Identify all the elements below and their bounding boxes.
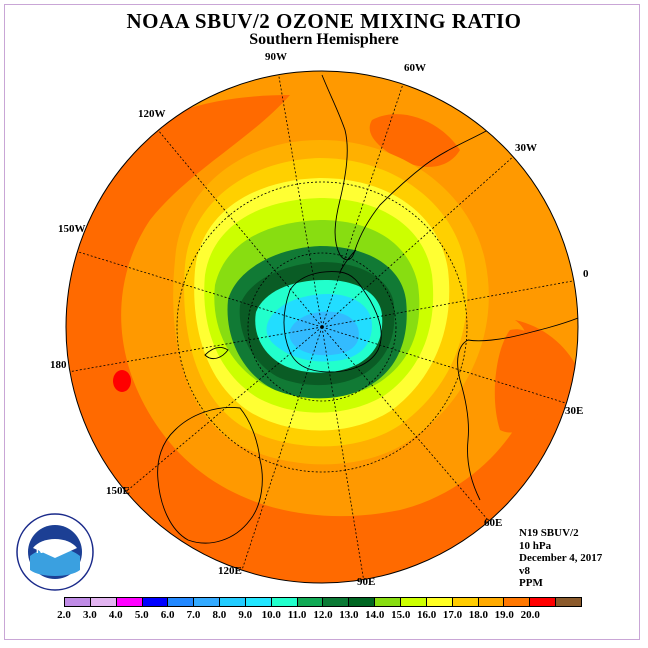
color-scale-tick-label: 6.0 [160,609,175,621]
ozone-field [66,71,578,583]
color-swatch [349,598,376,606]
color-scale-tick-label: 20.0 [520,609,540,621]
coast-africa [457,317,578,501]
coastlines [157,74,578,544]
coast-south-america [321,74,498,261]
meridian-30w [321,154,516,328]
color-swatch [245,598,272,606]
lon-label-180: 180 [50,359,67,371]
meridian-120e [241,326,323,571]
map-frame [4,4,640,640]
lon-label-0: 0 [583,268,589,280]
info-units: PPM [519,577,543,589]
info-date: December 4, 2017 [519,552,603,564]
color-scale-tick-label: 7.0 [186,609,201,621]
lon-label-120w: 120W [138,108,166,120]
info-instrument: N19 SBUV/2 [519,527,579,539]
lon-label-90e: 90E [357,576,376,588]
meridian-60e [321,326,489,521]
latitude-circle-30s [176,181,468,473]
max-spot [113,370,131,392]
color-swatch [194,598,221,606]
lon-label-120e: 120E [218,565,242,577]
meridian-60w [321,80,405,328]
meridian-120w [157,129,323,328]
meridian-90w [277,71,323,328]
color-swatch [297,598,324,606]
meridian-150w [71,249,323,328]
color-scale-tick-label: 16.0 [416,609,437,621]
high-band-east [494,329,548,433]
color-scale-tick-label: 9.0 [238,609,253,621]
lon-label-150w: 150W [58,223,86,235]
color-swatch [375,598,401,606]
high-band-west [66,95,578,583]
color-scale-tick-label: 8.0 [212,609,227,621]
meridian-90e [321,326,365,583]
color-swatch [556,598,581,606]
info-version: v8 [519,564,530,577]
lon-label-90w: 90W [265,51,287,63]
color-swatch [504,598,531,606]
color-scale-tick-label: 3.0 [83,609,97,621]
coast-new-zealand [204,347,229,360]
color-scale-tick-label: 4.0 [108,609,123,621]
lon-label-150e: 150E [106,485,130,497]
color-scale-tick-label: 11.0 [287,609,307,621]
color-scale-tick-label: 2.0 [57,609,71,621]
meridian-0 [321,279,578,328]
lon-label-30e: 30E [565,405,584,417]
color-scale-ticks: 2.0 3.0 4.0 5.0 6.0 7.0 8.0 9.0 10.0 11.0 12.0 13.0… [57,609,584,623]
color-swatch [168,598,195,606]
color-swatch [65,598,91,606]
color-swatch [400,598,427,606]
lon-label-60w: 60W [404,62,426,74]
color-swatch [452,598,479,606]
latitude-circle-60s [247,252,397,402]
color-scale-tick-label: 15.0 [391,609,411,621]
graticule [67,71,578,583]
map-title: NOAA SBUV/2 OZONE MIXING RATIO [126,9,522,33]
color-swatch [323,598,350,606]
color-swatch [426,598,453,606]
band-7 [289,311,359,356]
color-swatch [142,598,169,606]
coast-antarctic-peninsula [339,249,357,273]
coast-australia [157,407,263,544]
color-swatch [90,598,117,606]
lon-label-30w: 30W [515,142,537,154]
color-scale-tick-label: 10.0 [261,609,281,621]
color-swatch [271,598,298,606]
color-scale-tick-label: 19.0 [494,609,514,621]
color-swatch [116,598,143,606]
color-scale-tick-label: 17.0 [442,609,463,621]
info-block: N19 SBUV/2 10 hPa December 4, 2017 v8 PP… [519,527,602,590]
meridian-180 [67,326,323,373]
color-scale-tick-label: 18.0 [468,609,489,621]
color-swatch [530,598,557,606]
map-boundary [65,70,579,584]
color-scale-tick-label: 14.0 [365,609,385,621]
color-scale-tick-label: 5.0 [134,609,149,621]
high-band-north [369,114,460,167]
color-scale-tick-label: 13.0 [339,609,359,621]
color-scale-tick-label: 12.0 [313,609,333,621]
lon-label-60e: 60E [484,517,503,529]
color-scale-bar [64,597,582,607]
color-swatch [220,598,246,606]
map-subtitle: Southern Hemisphere [249,31,399,48]
color-swatch [478,598,505,606]
logo-text: NOAA [36,545,66,556]
info-level: 10 hPa [519,539,552,552]
